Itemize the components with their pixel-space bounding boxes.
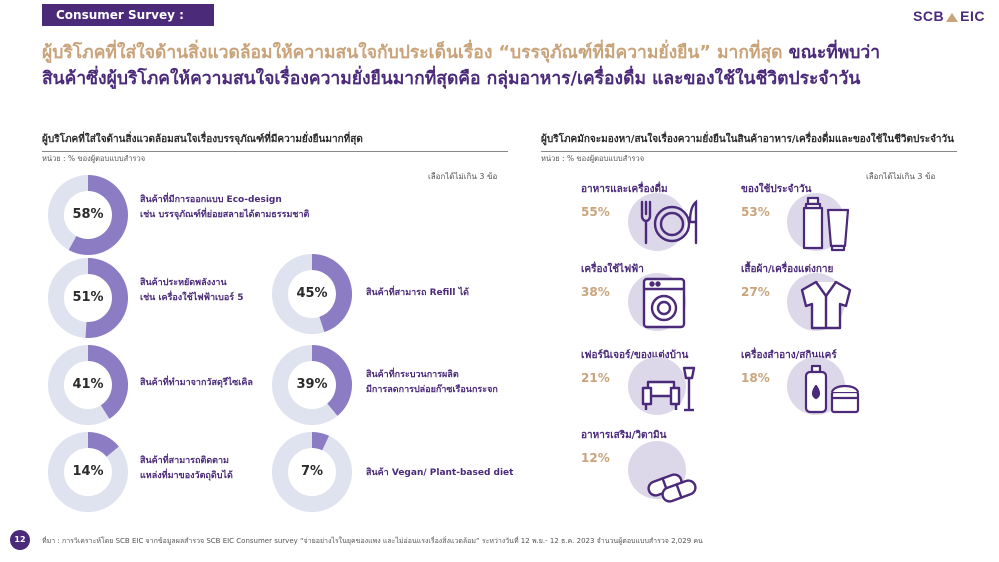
left-panel-title: ผู้บริโภคที่ใส่ใจด้านสิ่งแวดล้อมสนใจเรื่… <box>42 132 508 152</box>
scb-eic-logo: SCB EIC <box>913 8 985 24</box>
donut-value-arc <box>311 345 352 416</box>
headline-line1-a: ผู้บริโภคที่ใส่ใจด้านสิ่งแวดล้อมให้ความส… <box>42 43 783 63</box>
section-tag: Consumer Survey : ESG <box>42 4 214 44</box>
donut-chart <box>48 175 128 255</box>
capsule-icon <box>647 473 697 503</box>
right-panel-unit: หน่วย : % ของผู้ตอบแบบสำรวจ <box>541 154 645 163</box>
donut-2-label: สินค้าประหยัดพลังงาน เช่น เครื่องใช้ไฟฟ้า… <box>140 278 244 304</box>
category-supplement-name: อาหารเสริม/วิตามิน <box>581 430 667 441</box>
donut-pct-label: 58% <box>72 207 104 222</box>
donut-value-arc <box>311 432 330 451</box>
category-furniture-name: เฟอร์นิเจอร์/ของแต่งบ้าน <box>581 350 689 361</box>
donut-value-arc <box>87 345 128 419</box>
donut-chart <box>48 345 128 425</box>
donut-value-arc <box>311 254 352 333</box>
donut-pct-label: 14% <box>72 464 104 479</box>
donut-6-label: สินค้าที่สามารถติดตาม แหล่งที่มาของวัตถุด… <box>140 456 233 482</box>
donut-chart <box>272 432 352 512</box>
headline-line1-b: ขณะที่พบว่า <box>782 43 881 63</box>
donut-4-label: สินค้าที่ทำมาจากวัสดุรีไซเคิล <box>140 378 253 388</box>
donut-chart <box>48 258 128 338</box>
donut-chart <box>48 432 128 512</box>
donut-5: 39% <box>270 343 354 427</box>
logo-cap-icon <box>946 12 959 22</box>
donut-value-arc <box>87 432 119 458</box>
toiletries-icon <box>802 196 850 252</box>
category-supplement-pct: 12% <box>581 451 610 465</box>
logo-right-text: EIC <box>960 8 985 24</box>
donut-pct-label: 45% <box>296 286 328 301</box>
donut-3: 45% <box>270 252 354 336</box>
donut-pct-label: 41% <box>72 377 104 392</box>
shirt-icon <box>800 280 852 330</box>
category-cosmetics-pct: 18% <box>741 371 770 385</box>
donut-1: 58% <box>46 173 130 257</box>
donut-7: 7% <box>270 430 354 514</box>
category-furniture-pct: 21% <box>581 371 610 385</box>
right-panel-note: เลือกได้ไม่เกิน 3 ข้อ <box>866 172 936 181</box>
category-appliance-name: เครื่องใช้ไฟฟ้า <box>581 264 644 275</box>
donut-5-label: สินค้าที่กระบวนการผลิต มีการลดการปล่อยก๊า… <box>366 370 498 396</box>
left-panel-unit: หน่วย : % ของผู้ตอบแบบสำรวจ <box>42 154 146 163</box>
category-appliance-pct: 38% <box>581 285 610 299</box>
donut-chart <box>272 345 352 425</box>
category-clothing-pct: 27% <box>741 285 770 299</box>
washing-machine-icon <box>642 277 686 329</box>
headline-line2: สินค้าซึ่งผู้บริโภคให้ความสนใจเรื่องความ… <box>42 69 861 90</box>
donut-pct-label: 39% <box>296 377 328 392</box>
donut-6: 14% <box>46 430 130 514</box>
category-food-pct: 55% <box>581 205 610 219</box>
category-food-name: อาหารและเครื่องดื่ม <box>581 184 668 195</box>
donut-pct-label: 51% <box>72 290 104 305</box>
donut-chart <box>272 254 352 334</box>
category-cosmetics-name: เครื่องสำอาง/สกินแคร์ <box>741 350 837 361</box>
donut-2: 51% <box>46 256 130 340</box>
donut-3-label: สินค้าที่สามารถ Refill ได้ <box>366 288 469 298</box>
donut-1-label: สินค้าที่มีการออกแบบ Eco-design เช่น บรรจ… <box>140 195 310 221</box>
donut-value-arc <box>85 258 128 338</box>
armchair-lamp-icon <box>641 366 696 412</box>
donut-pct-label: 7% <box>300 464 324 479</box>
donut-4: 41% <box>46 343 130 427</box>
cosmetics-icon <box>804 364 860 414</box>
category-daily-name: ของใช้ประจำวัน <box>741 184 812 195</box>
source-note: ที่มา : การวิเคราะห์โดย SCB EIC จากข้อมู… <box>42 537 703 545</box>
category-clothing-name: เสื้อผ้า/เครื่องแต่งกาย <box>741 264 834 275</box>
headline: ผู้บริโภคที่ใส่ใจด้านสิ่งแวดล้อมให้ความส… <box>42 40 992 93</box>
right-panel-title: ผู้บริโภคมักจะมองหา/สนใจเรื่องความยั่งยื… <box>541 132 957 152</box>
left-panel-note: เลือกได้ไม่เกิน 3 ข้อ <box>428 172 498 181</box>
donut-7-label: สินค้า Vegan/ Plant-based diet <box>366 468 514 478</box>
category-daily-pct: 53% <box>741 205 770 219</box>
plate-cutlery-icon <box>640 199 698 245</box>
page-number: 12 <box>10 530 30 550</box>
donut-value-arc <box>68 175 128 255</box>
logo-left-text: SCB <box>913 8 945 24</box>
